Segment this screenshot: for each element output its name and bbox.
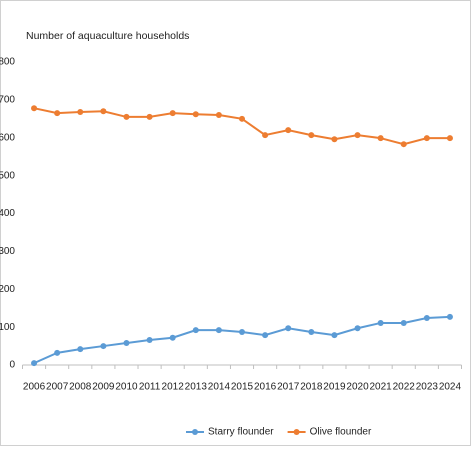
point <box>331 332 338 339</box>
x-tick-label: 2011 <box>139 382 161 393</box>
point <box>239 329 245 336</box>
point <box>54 349 61 356</box>
point <box>446 135 453 142</box>
point <box>146 113 153 120</box>
x-tick-label: 2008 <box>69 382 92 393</box>
point <box>446 313 453 320</box>
point <box>354 132 361 139</box>
x-tick-label: 2017 <box>277 382 300 393</box>
x-tick-label: 2014 <box>208 382 231 393</box>
point <box>377 135 384 142</box>
point <box>215 327 222 334</box>
point <box>192 111 199 118</box>
y-tick-label: 700 <box>0 95 15 106</box>
y-tick-label: 100 <box>0 322 15 333</box>
x-tick-label: 2007 <box>46 382 69 393</box>
point <box>31 360 38 367</box>
point <box>331 136 338 143</box>
point <box>169 110 176 117</box>
chart-title: Number of aquaculture households <box>26 30 189 42</box>
legend-marker <box>293 429 300 435</box>
y-tick-label: 800 <box>0 57 15 68</box>
y-tick-label: 300 <box>0 246 15 257</box>
point <box>262 132 269 139</box>
x-tick-label: 2009 <box>92 382 115 393</box>
x-tick-label: 2024 <box>439 382 462 393</box>
x-tick-label: 2020 <box>346 382 369 393</box>
point <box>400 141 407 148</box>
legend-marker <box>192 429 198 435</box>
point <box>308 132 315 139</box>
point <box>285 325 292 332</box>
x-tick-label: 2021 <box>370 382 393 393</box>
point <box>54 110 61 117</box>
x-tick-label: 2022 <box>393 382 416 393</box>
point <box>31 105 38 112</box>
point <box>308 329 315 336</box>
point <box>100 108 107 115</box>
point <box>192 327 199 334</box>
x-tick-label: 2018 <box>300 382 323 393</box>
legend-label: Starry flounder <box>208 427 274 438</box>
point <box>262 332 269 339</box>
x-tick-label: 2006 <box>23 382 46 393</box>
x-tick-label: 2016 <box>254 382 277 393</box>
x-tick-label: 2015 <box>231 382 254 393</box>
point <box>423 135 430 142</box>
point <box>169 334 176 341</box>
x-tick-label: 2019 <box>323 382 346 393</box>
y-tick-label: 400 <box>0 208 15 219</box>
point <box>377 319 384 326</box>
point <box>146 337 153 344</box>
x-tick-label: 2010 <box>115 382 138 393</box>
point <box>239 115 245 122</box>
point <box>423 315 430 322</box>
point <box>100 343 107 350</box>
point <box>400 319 407 326</box>
point <box>77 108 84 115</box>
y-tick-label: 0 <box>9 360 15 371</box>
point <box>123 340 130 347</box>
x-tick-label: 2013 <box>185 382 208 393</box>
x-tick-label: 2023 <box>416 382 439 393</box>
point <box>354 325 361 332</box>
legend-label: Olive flounder <box>310 427 372 438</box>
y-tick-label: 500 <box>0 170 15 181</box>
point <box>77 346 84 353</box>
y-tick-label: 600 <box>0 132 15 143</box>
point <box>215 112 222 119</box>
point <box>123 113 130 120</box>
point <box>285 127 292 134</box>
y-tick-label: 200 <box>0 284 15 295</box>
x-tick-label: 2012 <box>162 382 185 393</box>
